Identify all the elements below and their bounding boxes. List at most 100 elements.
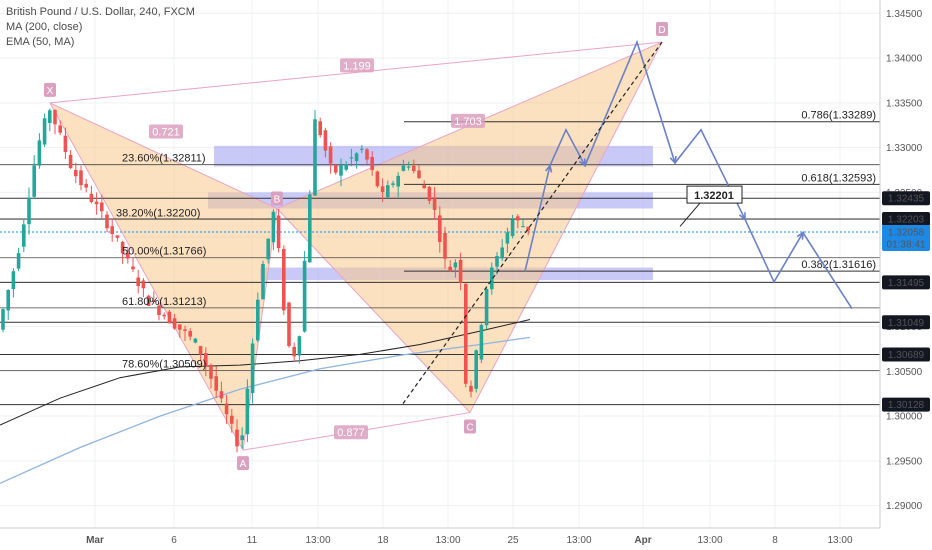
fib-label-left: 38.20%(1.32200) [116, 207, 200, 219]
candle [354, 151, 359, 169]
candle [282, 245, 286, 315]
candle [484, 287, 489, 330]
svg-text:D: D [658, 25, 665, 36]
candle [401, 159, 406, 172]
time-axis: Mar 6 11 13:00 18 13:00 25 13:00 Apr 13:00 8 13:00 [0, 527, 880, 546]
candle [235, 419, 239, 453]
projection-arrowhead [578, 158, 586, 168]
svg-text:1.30689: 1.30689 [888, 350, 925, 361]
pattern-ratios: 1.199 0.721 1.703 0.877 [149, 58, 485, 440]
svg-text:1.31495: 1.31495 [888, 278, 925, 289]
ratio-label: 0.721 [149, 124, 183, 139]
time-tick: 13:00 [697, 535, 722, 546]
candle [323, 127, 328, 158]
candle [365, 148, 369, 164]
time-tick: 13:00 [566, 535, 591, 546]
candle [1, 307, 5, 333]
candle [250, 338, 255, 404]
svg-text:0.877: 0.877 [337, 427, 365, 439]
price-tag: 1.32203 [882, 211, 930, 226]
candle [349, 148, 354, 167]
price-tick: 1.34500 [886, 9, 923, 20]
legend-symbol: British Pound / U.S. Dollar, 240, FXCM [6, 6, 195, 18]
candle [209, 363, 213, 389]
time-tick: Apr [634, 535, 651, 546]
fib-label-left: 23.60%(1.32811) [122, 153, 206, 165]
callout-box [686, 185, 743, 204]
candle [261, 260, 265, 300]
candle [308, 190, 312, 263]
candle [136, 269, 140, 294]
pattern-leg [49, 102, 244, 451]
candle [214, 366, 218, 399]
candle [412, 159, 416, 174]
candle [297, 335, 302, 364]
candle [167, 309, 172, 324]
candle [193, 337, 198, 344]
pattern-bcd [277, 42, 662, 413]
candle [105, 211, 109, 233]
svg-text:1.703: 1.703 [454, 116, 482, 128]
ratio-label: 0.877 [334, 425, 368, 440]
fib-labels: 23.60%(1.32811) 38.20%(1.32200) 50.00%(1.3… [116, 110, 876, 371]
candle [516, 214, 520, 229]
candle [37, 133, 42, 169]
candle [178, 324, 182, 338]
candle [432, 186, 437, 220]
fib-label-right: 0.786(1.33289) [801, 110, 876, 122]
price-tag: 1.31049 [882, 315, 930, 330]
time-tick: 6 [171, 535, 177, 546]
candle [287, 301, 291, 348]
candle [63, 127, 68, 160]
candle [141, 278, 146, 298]
candle [162, 312, 166, 320]
candle [406, 161, 411, 171]
candle [204, 347, 208, 377]
harmonic-pattern [49, 41, 663, 451]
candlestick-series [1, 108, 530, 453]
price-axis: 1.345001.340001.335001.330001.325001.320… [879, 0, 930, 528]
candle [100, 194, 104, 219]
candle [328, 142, 333, 174]
candle [11, 268, 16, 298]
svg-text:1.30128: 1.30128 [888, 400, 925, 411]
candle [157, 302, 161, 321]
candle [120, 240, 125, 264]
time-tick: 13:00 [305, 535, 330, 546]
candle [84, 179, 88, 193]
candle [495, 252, 499, 275]
candle [318, 117, 322, 138]
candle [510, 214, 515, 239]
pattern-leg [49, 41, 663, 104]
fib-label-left: 50.00%(1.31766) [122, 246, 206, 258]
candle [417, 165, 421, 180]
candle [146, 294, 151, 307]
candle [6, 289, 10, 320]
candle [469, 380, 473, 398]
price-tick: 1.29000 [886, 501, 923, 512]
point-b: B [271, 191, 283, 206]
time-tick: 18 [377, 535, 389, 546]
fib-label-right: 0.382(1.31616) [801, 259, 876, 271]
point-x: X [44, 82, 56, 97]
price-tick: 1.30000 [886, 412, 923, 423]
candle [188, 328, 192, 341]
ratio-label: 1.703 [451, 113, 485, 128]
projection-path [402, 39, 853, 404]
candle [360, 145, 364, 153]
pattern-xab [50, 102, 277, 451]
svg-text:01:38:41: 01:38:41 [887, 239, 926, 250]
candle [526, 226, 530, 236]
time-tick: 13:00 [435, 535, 460, 546]
candle [490, 262, 494, 295]
candle [68, 150, 73, 170]
candle [375, 170, 380, 188]
price-tag: 1.32435 [882, 191, 930, 206]
candle [152, 291, 156, 304]
svg-text:1.32058: 1.32058 [888, 227, 925, 238]
price-tick: 1.33500 [886, 98, 923, 109]
fib-label-right: 0.618(1.32593) [801, 172, 876, 184]
svg-text:1.32203: 1.32203 [888, 214, 925, 225]
